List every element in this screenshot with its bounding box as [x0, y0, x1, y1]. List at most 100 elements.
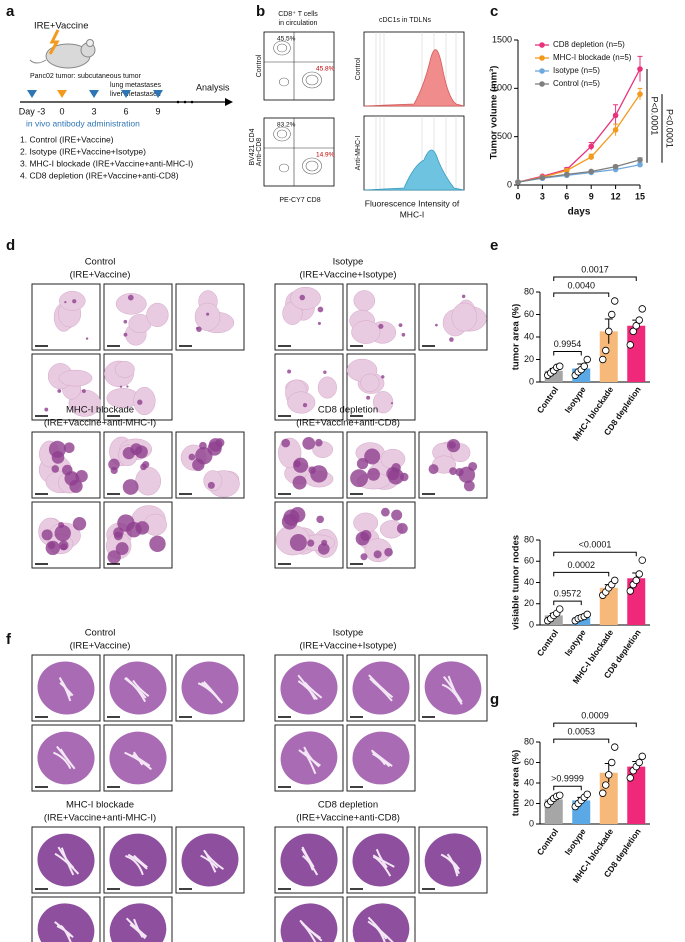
x-tick-label: Isotype	[562, 627, 587, 657]
group-title: Control	[85, 257, 116, 268]
contour	[305, 74, 319, 86]
axis-label: MHC-I	[400, 209, 425, 219]
histology-image	[346, 353, 416, 421]
panel-label: a	[6, 3, 15, 20]
histology-image	[31, 724, 101, 792]
x-tick-label: 3	[540, 191, 545, 201]
comparison-bracket	[553, 600, 582, 606]
lesion	[51, 451, 65, 464]
point	[564, 167, 570, 174]
comparison-bracket	[553, 571, 610, 577]
p-value: 0.0009	[581, 711, 609, 721]
y-tick-label: 0	[507, 179, 512, 189]
p-value: 0.0053	[567, 727, 595, 737]
lesion	[115, 542, 129, 556]
lesion	[316, 515, 324, 524]
histology-image	[103, 896, 173, 942]
day-label: Day -3	[19, 106, 46, 116]
lesion	[137, 399, 143, 405]
lesion	[126, 385, 129, 388]
data-point	[599, 789, 607, 797]
histology-image	[103, 283, 173, 351]
contour	[302, 71, 322, 89]
y-tick-label: 500	[497, 131, 512, 141]
lesion	[58, 522, 65, 529]
data-point	[608, 758, 616, 767]
panel-label: g	[490, 691, 499, 708]
tissue	[133, 386, 156, 416]
quadrant-value: 45.5%	[277, 36, 296, 43]
vessel	[125, 855, 144, 876]
lesion	[57, 389, 62, 393]
vessel	[375, 848, 388, 869]
lesion	[448, 441, 456, 449]
ellipsis-dot	[176, 100, 180, 104]
bar	[572, 617, 591, 625]
lesion	[386, 467, 400, 481]
x-tick-label: Control	[535, 385, 561, 415]
point	[637, 91, 643, 97]
histology-image	[31, 896, 101, 942]
lesion	[110, 466, 118, 475]
lesion	[310, 465, 328, 483]
lesion	[44, 407, 49, 412]
x-tick-label: 0	[515, 191, 520, 201]
data-point	[638, 305, 646, 313]
lesion	[142, 461, 150, 469]
day-label: 3	[91, 106, 96, 116]
data-point	[605, 771, 613, 779]
group-subtitle: (IRE+Vaccine)	[70, 641, 131, 652]
y-tick-label: 20	[524, 598, 534, 608]
model-line: lung metastases	[110, 82, 161, 89]
data-point	[632, 322, 640, 330]
row-label: Control	[256, 54, 263, 77]
vessel	[52, 751, 72, 770]
histology-image	[418, 826, 488, 894]
data-point	[556, 605, 564, 613]
vessel	[368, 674, 394, 699]
histology-image	[274, 501, 344, 569]
series-line	[517, 68, 641, 183]
y-tick-label: 0	[529, 376, 534, 386]
comparison-bracket	[553, 551, 637, 557]
point	[588, 143, 594, 150]
y-tick-label: 20	[524, 798, 534, 808]
histogram	[363, 49, 465, 107]
panel-label: c	[490, 3, 498, 20]
group-label: 4. CD8 depletion (IRE+Vaccine+anti-CD8)	[20, 170, 179, 180]
y-tick-label: 20	[524, 354, 534, 364]
contour	[278, 77, 290, 87]
contour	[273, 40, 291, 56]
tissue	[373, 391, 394, 414]
lesion	[317, 543, 330, 555]
histology-image	[346, 826, 416, 894]
point	[637, 66, 643, 72]
lesion	[119, 385, 123, 388]
point	[564, 171, 570, 178]
lesion	[199, 441, 207, 450]
end-label: Analysis	[196, 82, 230, 92]
lesion	[51, 465, 60, 473]
data-point	[583, 355, 591, 364]
p-value: P<0.0001	[665, 109, 675, 148]
histology-image	[418, 283, 488, 351]
data-point	[611, 743, 619, 751]
histology-image	[346, 501, 416, 569]
ellipsis-dot	[190, 100, 194, 104]
x-tick-label: Isotype	[562, 826, 587, 856]
day-label: 9	[155, 106, 160, 116]
row-label: Control	[355, 57, 362, 80]
data-point	[632, 576, 640, 585]
group-subtitle: (IRE+Vaccine+anti-CD8)	[296, 813, 400, 824]
legend-label: MHC-I blockade (n=5)	[553, 53, 632, 62]
x-tick-label: Isotype	[562, 384, 587, 414]
vessel	[441, 683, 463, 705]
lesion	[463, 480, 475, 492]
vessel	[303, 746, 320, 768]
panel-label: b	[256, 3, 265, 20]
point	[515, 179, 521, 185]
point	[612, 163, 619, 170]
lesion	[366, 395, 371, 400]
histology-image	[346, 283, 416, 351]
